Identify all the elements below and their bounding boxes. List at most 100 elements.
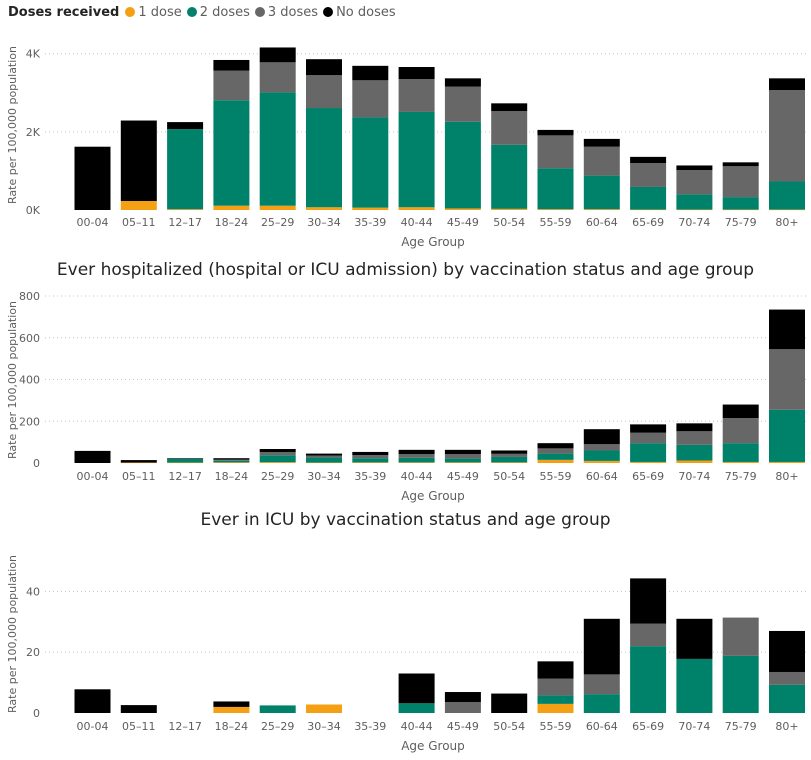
hospital-bar-3-doses[interactable] (769, 349, 805, 410)
icu-bar-2-doses[interactable] (537, 695, 574, 704)
cases-bar-3-doses[interactable] (630, 163, 667, 187)
hospital-bar-2-doses[interactable] (630, 443, 667, 462)
cases-bar-3-doses[interactable] (537, 135, 574, 169)
hospital-bar-no-doses[interactable] (491, 450, 528, 454)
hospital-bar-no-doses[interactable] (74, 450, 111, 463)
hospital-bar-no-doses[interactable] (306, 453, 342, 456)
hospital-bar-3-doses[interactable] (630, 432, 667, 444)
cases-bar-1-dose[interactable] (630, 209, 667, 211)
cases-bar-2-doses[interactable] (444, 121, 481, 209)
cases-bar-3-doses[interactable] (722, 166, 759, 198)
icu-bar-3-doses[interactable] (444, 702, 481, 713)
hospital-bar-no-doses[interactable] (167, 458, 204, 459)
hospital-bar-3-doses[interactable] (213, 459, 250, 461)
hospital-bar-1-dose[interactable] (352, 462, 389, 463)
hospital-bar-no-doses[interactable] (213, 458, 250, 460)
icu-bar-no-doses[interactable] (769, 630, 805, 672)
hospital-bar-2-doses[interactable] (444, 458, 481, 463)
hospital-bar-2-doses[interactable] (213, 460, 250, 463)
cases-bar-2-doses[interactable] (769, 181, 805, 210)
cases-bar-no-doses[interactable] (398, 67, 435, 80)
hospital-bar-no-doses[interactable] (769, 309, 805, 350)
cases-bar-1-dose[interactable] (259, 205, 296, 210)
legend-item-no-doses[interactable]: No doses (323, 5, 396, 20)
hospital-bar-3-doses[interactable] (537, 448, 574, 454)
cases-bar-no-doses[interactable] (259, 47, 296, 63)
hospital-bar-2-doses[interactable] (537, 453, 574, 460)
hospital-bar-no-doses[interactable] (583, 429, 620, 445)
cases-bar-no-doses[interactable] (722, 162, 759, 167)
cases-bar-1-dose[interactable] (583, 209, 620, 210)
hospital-bar-3-doses[interactable] (444, 454, 481, 459)
cases-bar-1-dose[interactable] (769, 209, 805, 211)
icu-bar-2-doses[interactable] (259, 705, 296, 713)
cases-bar-no-doses[interactable] (630, 156, 667, 164)
cases-bar-no-doses[interactable] (769, 78, 805, 91)
cases-bar-1-dose[interactable] (676, 209, 713, 211)
hospital-bar-no-doses[interactable] (630, 424, 667, 433)
icu-bar-3-doses[interactable] (537, 678, 574, 696)
legend-item-1-dose[interactable]: 1 dose (125, 5, 182, 20)
icu-bar-3-doses[interactable] (722, 617, 759, 656)
hospital-bar-3-doses[interactable] (259, 452, 296, 456)
cases-bar-3-doses[interactable] (306, 75, 342, 109)
hospital-bar-no-doses[interactable] (722, 404, 759, 419)
icu-bar-2-doses[interactable] (722, 655, 759, 713)
icu-bar-2-doses[interactable] (676, 658, 713, 713)
cases-bar-2-doses[interactable] (722, 197, 759, 210)
hospital-bar-2-doses[interactable] (167, 458, 204, 463)
hospital-bar-no-doses[interactable] (259, 449, 296, 453)
hospital-bar-3-doses[interactable] (722, 418, 759, 444)
icu-bar-no-doses[interactable] (398, 673, 435, 704)
icu-bar-1-dose[interactable] (306, 704, 342, 713)
hospital-bar-1-dose[interactable] (630, 461, 667, 463)
hospital-bar-3-doses[interactable] (583, 444, 620, 451)
hospital-bar-1-dose[interactable] (398, 462, 435, 463)
cases-bar-no-doses[interactable] (352, 65, 389, 81)
hospital-bar-2-doses[interactable] (491, 456, 528, 463)
cases-bar-1-dose[interactable] (120, 201, 157, 210)
icu-bar-2-doses[interactable] (583, 694, 620, 713)
icu-bar-3-doses[interactable] (583, 674, 620, 695)
cases-bar-no-doses[interactable] (676, 165, 713, 171)
hospital-bar-1-dose[interactable] (444, 462, 481, 463)
hospital-bar-2-doses[interactable] (583, 450, 620, 461)
cases-bar-3-doses[interactable] (352, 80, 389, 118)
hospital-bar-3-doses[interactable] (352, 455, 389, 459)
icu-bar-no-doses[interactable] (676, 618, 713, 659)
cases-bar-1-dose[interactable] (491, 208, 528, 210)
hospital-bar-3-doses[interactable] (676, 431, 713, 445)
cases-bar-1-dose[interactable] (444, 208, 481, 210)
hospital-bar-1-dose[interactable] (583, 460, 620, 463)
hospital-bar-1-dose[interactable] (120, 462, 157, 464)
cases-bar-1-dose[interactable] (537, 209, 574, 210)
hospital-bar-no-doses[interactable] (398, 449, 435, 455)
cases-bar-2-doses[interactable] (306, 108, 342, 208)
icu-bar-no-doses[interactable] (444, 692, 481, 703)
cases-bar-no-doses[interactable] (213, 59, 250, 71)
cases-bar-3-doses[interactable] (259, 62, 296, 93)
hospital-bar-no-doses[interactable] (537, 443, 574, 449)
cases-bar-2-doses[interactable] (583, 175, 620, 210)
cases-bar-no-doses[interactable] (306, 59, 342, 76)
icu-bar-1-dose[interactable] (537, 703, 574, 713)
cases-bar-3-doses[interactable] (444, 86, 481, 122)
cases-bar-no-doses[interactable] (167, 122, 204, 130)
cases-bar-no-doses[interactable] (583, 138, 620, 147)
hospital-bar-3-doses[interactable] (491, 453, 528, 457)
hospital-bar-2-doses[interactable] (769, 409, 805, 462)
hospital-bar-3-doses[interactable] (306, 455, 342, 458)
cases-bar-no-doses[interactable] (120, 120, 157, 202)
icu-bar-no-doses[interactable] (537, 661, 574, 679)
cases-bar-2-doses[interactable] (213, 100, 250, 206)
icu-bar-3-doses[interactable] (769, 671, 805, 685)
hospital-bar-no-doses[interactable] (120, 460, 157, 463)
hospital-bar-no-doses[interactable] (676, 423, 713, 432)
icu-bar-2-doses[interactable] (398, 703, 435, 713)
icu-bar-3-doses[interactable] (630, 623, 667, 647)
cases-bar-1-dose[interactable] (167, 209, 204, 210)
cases-bar-3-doses[interactable] (583, 146, 620, 176)
cases-bar-1-dose[interactable] (213, 205, 250, 210)
cases-bar-no-doses[interactable] (491, 103, 528, 112)
cases-bar-no-doses[interactable] (537, 129, 574, 136)
